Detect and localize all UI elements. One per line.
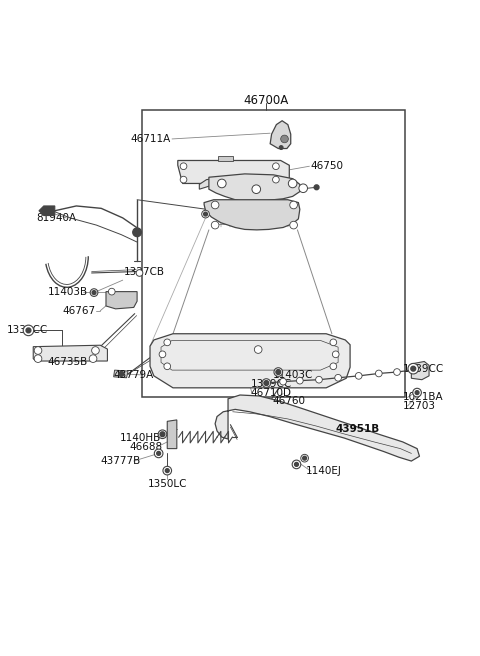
Circle shape	[157, 451, 160, 455]
Circle shape	[332, 351, 339, 358]
Text: 46700A: 46700A	[244, 94, 289, 107]
Circle shape	[211, 221, 219, 229]
Circle shape	[133, 228, 142, 237]
Text: 46760: 46760	[273, 396, 306, 406]
Circle shape	[108, 288, 115, 295]
Circle shape	[316, 377, 323, 383]
Polygon shape	[204, 199, 300, 230]
Circle shape	[264, 380, 269, 386]
Circle shape	[155, 449, 163, 458]
Circle shape	[163, 466, 171, 475]
Circle shape	[164, 363, 170, 369]
Circle shape	[274, 368, 283, 377]
Circle shape	[290, 201, 298, 209]
Text: 46750: 46750	[311, 161, 344, 171]
Circle shape	[280, 379, 287, 385]
Circle shape	[202, 211, 209, 218]
Polygon shape	[33, 345, 108, 361]
Text: 11403B: 11403B	[48, 287, 88, 297]
Text: 46767: 46767	[63, 306, 96, 316]
Circle shape	[413, 388, 421, 397]
Circle shape	[23, 325, 34, 336]
Circle shape	[279, 146, 283, 150]
Circle shape	[273, 176, 279, 183]
Polygon shape	[209, 174, 300, 203]
Circle shape	[330, 339, 336, 346]
Circle shape	[408, 363, 419, 374]
Text: 12703: 12703	[403, 401, 436, 411]
Text: 1327CB: 1327CB	[124, 267, 165, 277]
Polygon shape	[270, 121, 291, 148]
Circle shape	[299, 184, 308, 193]
Polygon shape	[199, 178, 218, 189]
Circle shape	[273, 163, 279, 170]
Polygon shape	[178, 161, 289, 184]
Circle shape	[211, 201, 219, 209]
Circle shape	[90, 289, 98, 297]
Text: 1021BA: 1021BA	[403, 392, 444, 402]
Circle shape	[330, 363, 336, 369]
Circle shape	[335, 375, 341, 381]
Circle shape	[34, 355, 42, 363]
Text: 43951B: 43951B	[336, 424, 380, 434]
Circle shape	[355, 373, 362, 379]
Circle shape	[160, 432, 165, 437]
Circle shape	[180, 176, 187, 183]
Circle shape	[165, 468, 169, 472]
Circle shape	[164, 339, 170, 346]
Polygon shape	[411, 361, 429, 380]
Circle shape	[34, 346, 42, 354]
Circle shape	[217, 179, 226, 188]
Circle shape	[252, 185, 261, 194]
Circle shape	[119, 371, 124, 377]
Polygon shape	[39, 206, 55, 216]
Text: 11403C: 11403C	[273, 371, 313, 380]
Text: 1339CC: 1339CC	[251, 379, 292, 389]
Circle shape	[295, 462, 299, 466]
Circle shape	[297, 377, 303, 384]
Polygon shape	[150, 334, 350, 388]
Circle shape	[92, 291, 96, 295]
Polygon shape	[114, 370, 128, 378]
Circle shape	[375, 370, 382, 377]
Circle shape	[262, 379, 271, 387]
Text: 43779A: 43779A	[113, 370, 154, 380]
Circle shape	[26, 328, 31, 333]
Circle shape	[92, 346, 99, 354]
Circle shape	[301, 455, 309, 462]
Polygon shape	[167, 420, 177, 449]
Circle shape	[314, 185, 319, 190]
Text: 43777B: 43777B	[100, 456, 141, 466]
Circle shape	[159, 351, 166, 358]
Circle shape	[290, 221, 298, 229]
Text: 46735B: 46735B	[48, 358, 88, 367]
Polygon shape	[215, 395, 420, 461]
Circle shape	[411, 366, 416, 371]
Circle shape	[415, 391, 419, 394]
Text: 1140HB: 1140HB	[120, 432, 161, 443]
Text: 46688: 46688	[129, 441, 162, 452]
Circle shape	[158, 430, 167, 439]
Circle shape	[89, 355, 97, 363]
Circle shape	[281, 135, 288, 143]
Circle shape	[292, 460, 301, 468]
Polygon shape	[218, 155, 233, 161]
Circle shape	[288, 179, 297, 188]
Text: 46710D: 46710D	[251, 388, 291, 398]
Circle shape	[276, 369, 281, 375]
Circle shape	[136, 270, 143, 276]
Text: 1140EJ: 1140EJ	[306, 466, 342, 476]
Circle shape	[394, 369, 400, 375]
Circle shape	[254, 346, 262, 354]
Polygon shape	[106, 292, 137, 309]
Circle shape	[180, 163, 187, 170]
Text: 1339CC: 1339CC	[6, 325, 48, 335]
Circle shape	[204, 212, 207, 216]
Text: 1350LC: 1350LC	[147, 478, 187, 489]
Text: 81940A: 81940A	[36, 213, 77, 223]
Circle shape	[303, 457, 307, 460]
Text: 1339CC: 1339CC	[403, 364, 444, 374]
Text: 46711A: 46711A	[131, 134, 170, 144]
